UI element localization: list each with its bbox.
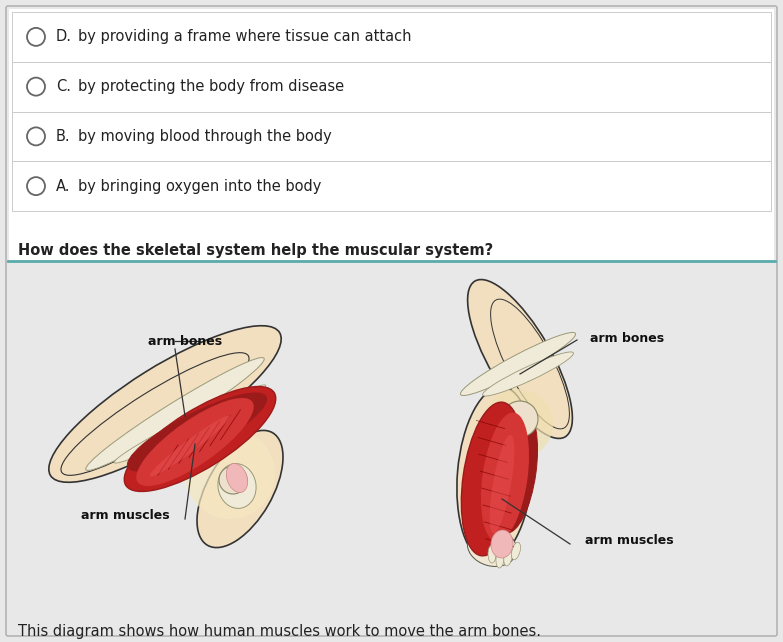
Text: by providing a frame where tissue can attach: by providing a frame where tissue can at… xyxy=(78,30,412,44)
Ellipse shape xyxy=(481,413,529,541)
Ellipse shape xyxy=(511,542,521,560)
Ellipse shape xyxy=(197,430,283,548)
Text: B.: B. xyxy=(56,129,70,144)
Ellipse shape xyxy=(461,402,523,556)
Circle shape xyxy=(219,466,247,494)
Ellipse shape xyxy=(467,528,517,566)
FancyBboxPatch shape xyxy=(12,12,771,62)
Ellipse shape xyxy=(61,352,249,475)
Text: How does the skeletal system help the muscular system?: How does the skeletal system help the mu… xyxy=(18,243,493,258)
Ellipse shape xyxy=(114,385,265,463)
Text: by protecting the body from disease: by protecting the body from disease xyxy=(78,79,344,94)
Text: arm muscles: arm muscles xyxy=(585,534,673,547)
FancyBboxPatch shape xyxy=(12,161,771,211)
Text: arm bones: arm bones xyxy=(148,335,222,348)
Ellipse shape xyxy=(86,358,264,471)
Ellipse shape xyxy=(226,464,247,492)
Text: D.: D. xyxy=(56,30,72,44)
FancyBboxPatch shape xyxy=(12,62,771,112)
Ellipse shape xyxy=(128,393,266,471)
Text: This diagram shows how human muscles work to move the arm bones.: This diagram shows how human muscles wor… xyxy=(18,624,541,639)
Ellipse shape xyxy=(218,464,256,508)
Ellipse shape xyxy=(467,279,572,438)
Ellipse shape xyxy=(185,429,275,519)
Ellipse shape xyxy=(491,530,513,558)
Ellipse shape xyxy=(488,404,513,544)
Text: by bringing oxygen into the body: by bringing oxygen into the body xyxy=(78,178,321,194)
FancyBboxPatch shape xyxy=(6,6,777,636)
Circle shape xyxy=(502,401,538,437)
Text: C.: C. xyxy=(56,79,71,94)
Ellipse shape xyxy=(491,299,569,429)
Ellipse shape xyxy=(503,548,512,566)
Ellipse shape xyxy=(482,352,573,396)
FancyBboxPatch shape xyxy=(9,9,774,260)
Ellipse shape xyxy=(493,409,538,533)
Text: by moving blood through the body: by moving blood through the body xyxy=(78,129,332,144)
Ellipse shape xyxy=(488,545,496,563)
Text: arm bones: arm bones xyxy=(590,332,664,345)
Ellipse shape xyxy=(460,333,576,395)
Text: arm muscles: arm muscles xyxy=(81,509,169,522)
Ellipse shape xyxy=(150,415,230,476)
Ellipse shape xyxy=(483,389,553,459)
Ellipse shape xyxy=(456,386,533,561)
Ellipse shape xyxy=(136,398,254,486)
Ellipse shape xyxy=(124,386,276,492)
Ellipse shape xyxy=(496,550,504,568)
FancyBboxPatch shape xyxy=(12,112,771,161)
Ellipse shape xyxy=(489,435,514,534)
Ellipse shape xyxy=(49,325,281,482)
Text: A.: A. xyxy=(56,178,70,194)
